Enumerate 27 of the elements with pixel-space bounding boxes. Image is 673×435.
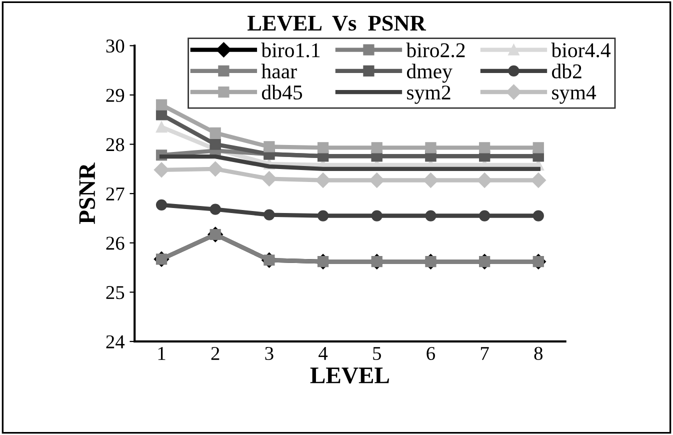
y-tick-label: 29 (106, 88, 124, 102)
legend-label: biro1.1 (261, 42, 320, 58)
legend-label: biro2.2 (406, 42, 465, 58)
chart-title: LEVEL Vs PSNR (248, 16, 426, 31)
x-tick-label: 8 (534, 346, 543, 360)
legend-label: db45 (262, 84, 302, 100)
y-tick-label: 26 (106, 236, 124, 250)
y-tick-label: 24 (106, 335, 125, 348)
legend-label: sym4 (552, 86, 596, 104)
x-tick-label: 4 (318, 347, 328, 360)
y-tick-label: 25 (106, 286, 124, 300)
x-tick-label: 7 (480, 347, 489, 360)
x-tick-label: 3 (265, 346, 274, 360)
legend-label: haar (261, 64, 297, 78)
y-axis-title: PSNR (79, 162, 96, 224)
x-tick-label: 6 (426, 346, 435, 360)
x-axis-title: LEVEL (310, 368, 389, 384)
y-tick-label: 30 (106, 39, 124, 53)
legend-label: db2 (552, 64, 582, 78)
x-tick-label: 2 (211, 346, 220, 360)
legend-label: dmey (406, 64, 452, 83)
x-tick-label: 5 (373, 347, 381, 360)
x-tick-label: 1 (158, 346, 166, 360)
y-tick-label: 28 (106, 138, 124, 152)
legend-label: bior4.4 (551, 42, 611, 58)
y-tick-label: 27 (106, 187, 124, 200)
legend-label: sym2 (407, 86, 450, 104)
